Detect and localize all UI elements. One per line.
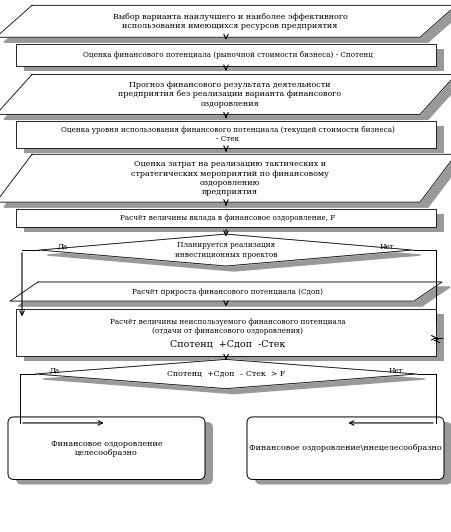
Bar: [16, 309, 435, 356]
Bar: [24, 313, 443, 361]
Text: Нет: Нет: [379, 243, 394, 251]
Bar: [24, 126, 443, 153]
Text: Расчёт величины вклада в финансовое оздоровление, F: Расчёт величины вклада в финансовое оздо…: [120, 213, 335, 222]
FancyBboxPatch shape: [16, 422, 212, 485]
Text: Да: Да: [49, 367, 59, 375]
Polygon shape: [35, 360, 416, 388]
Polygon shape: [4, 10, 451, 42]
Polygon shape: [10, 282, 441, 301]
Text: Расчёт величины неиспользуемого финансового потенциала
(отдачи от финансового оз: Расчёт величины неиспользуемого финансов…: [110, 318, 345, 335]
FancyBboxPatch shape: [254, 422, 451, 485]
Polygon shape: [4, 79, 451, 119]
Text: Оценка финансового потенциала (рыночной стоимости бизнеса) - Cпотенц: Оценка финансового потенциала (рыночной …: [83, 51, 372, 59]
Bar: [16, 209, 435, 227]
Text: Финансовое оздоровление\ннецелесообразно: Финансовое оздоровление\ннецелесообразно: [249, 444, 441, 452]
Polygon shape: [39, 234, 412, 266]
Text: Финансовое оздоровление
целесообразно: Финансовое оздоровление целесообразно: [51, 439, 162, 457]
Polygon shape: [47, 239, 419, 271]
Text: Оценка уровня использования финансового потенциала (текущей стоимости бизнеса)
-: Оценка уровня использования финансового …: [61, 126, 394, 143]
Polygon shape: [4, 159, 451, 207]
Bar: [16, 44, 435, 66]
Text: Нет: Нет: [387, 367, 402, 375]
Bar: [16, 121, 435, 148]
Polygon shape: [0, 5, 451, 37]
Text: Планируется реализация
инвестиционных проектов: Планируется реализация инвестиционных пр…: [175, 242, 276, 259]
Text: Расчёт прироста финансового потенциала (Cдоп): Расчёт прироста финансового потенциала (…: [132, 287, 323, 296]
Text: Cпотенц  +Cдоп  – Cтек  > F: Cпотенц +Cдоп – Cтек > F: [166, 370, 285, 378]
Text: Прогноз финансового результата деятельности
предприятия без реализации варианта : Прогноз финансового результата деятельно…: [118, 81, 341, 107]
Bar: [24, 213, 443, 231]
Text: Да: Да: [57, 243, 67, 251]
Text: Cпотенц  +Cдоп  -Cтек: Cпотенц +Cдоп -Cтек: [170, 340, 285, 349]
Bar: [24, 48, 443, 71]
Polygon shape: [43, 364, 424, 394]
FancyBboxPatch shape: [8, 417, 205, 479]
Polygon shape: [0, 154, 451, 202]
Polygon shape: [18, 287, 449, 306]
Polygon shape: [0, 74, 451, 114]
Text: Выбор варианта наилучшего и наиболее эффективного
использования имеющихся ресурс: Выбор варианта наилучшего и наиболее эфф…: [112, 13, 347, 30]
FancyBboxPatch shape: [246, 417, 443, 479]
Text: Оценка затрат на реализацию тактических и
стратегических мероприятий по финансов: Оценка затрат на реализацию тактических …: [131, 161, 328, 196]
